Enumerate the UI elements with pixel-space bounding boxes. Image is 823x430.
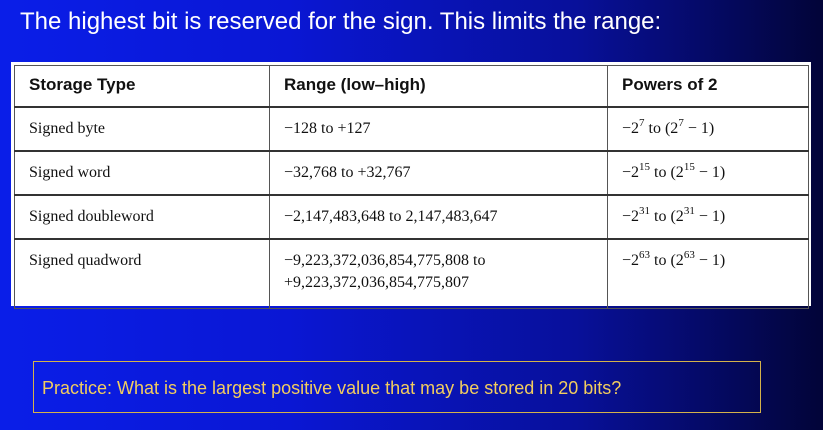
power-exponent: 31 [683, 204, 695, 217]
range-line: −128 to +127 [284, 120, 371, 137]
cell-storage-type: Signed word [14, 150, 270, 196]
header-powers-of-2: Powers of 2 [607, 65, 809, 108]
power-exponent: 7 [639, 116, 645, 129]
power-exponent: 31 [639, 204, 651, 217]
cell-powers: −215 to (215 − 1) [607, 150, 809, 196]
cell-powers: −263 to (263 − 1) [607, 238, 809, 309]
table-row: Signed word −32,768 to +32,767 −215 to (… [14, 150, 809, 196]
range-line: +9,223,372,036,854,775,807 [284, 274, 470, 291]
cell-range: −2,147,483,648 to 2,147,483,647 [269, 194, 608, 240]
power-exponent: 63 [683, 248, 695, 261]
range-line: −2,147,483,648 to 2,147,483,647 [284, 208, 498, 225]
power-exponent: 63 [639, 248, 651, 261]
power-mid: to (2 [644, 120, 679, 137]
table-row: Signed byte −128 to +127 −27 to (27 − 1) [14, 106, 809, 152]
practice-question-box: Practice: What is the largest positive v… [33, 361, 761, 413]
power-exponent: 15 [683, 160, 695, 173]
table-row: Signed doubleword −2,147,483,648 to 2,14… [14, 194, 809, 240]
table-row: Signed quadword −9,223,372,036,854,775,8… [14, 238, 809, 309]
range-line: −9,223,372,036,854,775,808 to [284, 252, 486, 269]
power-end: − 1) [694, 208, 726, 225]
power-neg: −2 [622, 164, 640, 181]
cell-range: −9,223,372,036,854,775,808 to +9,223,372,… [269, 238, 608, 309]
range-table-container: Storage Type Range (low–high) Powers of … [11, 62, 811, 309]
header-storage-type: Storage Type [14, 65, 270, 108]
cell-storage-type: Signed quadword [14, 238, 270, 309]
cell-powers: −27 to (27 − 1) [607, 106, 809, 152]
power-end: − 1) [694, 252, 726, 269]
power-mid: to (2 [650, 164, 684, 181]
range-line: −32,768 to +32,767 [284, 164, 411, 181]
power-neg: −2 [622, 252, 640, 269]
cell-range: −128 to +127 [269, 106, 608, 152]
slide-title: The highest bit is reserved for the sign… [20, 8, 662, 35]
cell-storage-type: Signed byte [14, 106, 270, 152]
power-mid: to (2 [650, 252, 684, 269]
power-neg: −2 [622, 208, 640, 225]
cell-range: −32,768 to +32,767 [269, 150, 608, 196]
table-header-row: Storage Type Range (low–high) Powers of … [14, 65, 809, 108]
signed-range-table: Storage Type Range (low–high) Powers of … [14, 65, 809, 309]
header-range: Range (low–high) [269, 65, 608, 108]
power-exponent: 7 [678, 116, 684, 129]
cell-powers: −231 to (231 − 1) [607, 194, 809, 240]
cell-storage-type: Signed doubleword [14, 194, 270, 240]
power-end: − 1) [694, 164, 726, 181]
power-end: − 1) [683, 120, 715, 137]
power-neg: −2 [622, 120, 640, 137]
power-exponent: 15 [639, 160, 651, 173]
power-mid: to (2 [650, 208, 684, 225]
